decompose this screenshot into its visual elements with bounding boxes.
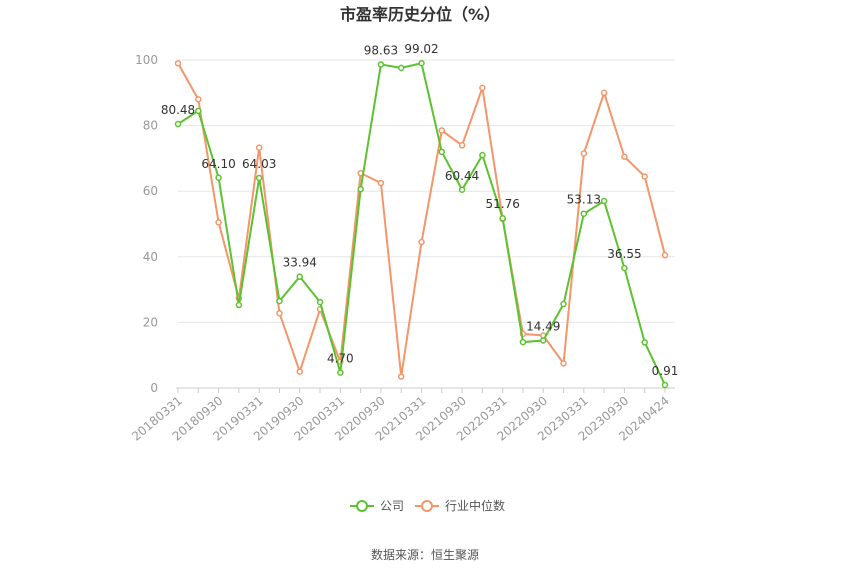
data-label: 0.91 — [652, 364, 679, 378]
data-point-company — [621, 264, 628, 272]
data-label: 60.44 — [445, 169, 479, 183]
data-point-company — [580, 210, 588, 217]
series-line-industry-median — [177, 62, 666, 378]
data-source-note: 数据来源：恒生聚源 — [371, 547, 479, 562]
data-point-company — [235, 301, 243, 309]
data-point-industry-median — [377, 179, 385, 187]
data-point-company — [641, 339, 648, 346]
data-point-company — [296, 273, 303, 280]
data-point-industry-median — [397, 373, 405, 380]
data-point-company — [418, 59, 425, 67]
data-point-industry-median — [296, 368, 303, 375]
data-point-company — [458, 186, 466, 194]
y-tick-label: 100 — [135, 53, 158, 67]
data-point-industry-median — [418, 238, 425, 246]
data-point-industry-median — [195, 96, 202, 103]
data-point-industry-median — [621, 153, 628, 161]
y-tick-label: 60 — [143, 184, 158, 198]
data-label: 98.63 — [364, 43, 398, 57]
data-point-industry-median — [458, 142, 466, 149]
data-point-company — [499, 214, 506, 222]
data-point-company — [377, 61, 385, 68]
data-point-industry-median — [641, 173, 648, 180]
legend-label: 行业中位数 — [445, 498, 505, 513]
y-tick-label: 0 — [150, 381, 158, 395]
data-point-company — [397, 64, 405, 72]
data-point-company — [337, 369, 344, 376]
data-point-company — [540, 337, 547, 344]
data-point-company — [438, 148, 446, 156]
data-label: 14.49 — [526, 319, 560, 333]
data-point-company — [560, 300, 567, 308]
data-point-company — [519, 338, 527, 346]
y-tick-label: 20 — [143, 315, 158, 329]
data-point-industry-median — [255, 144, 263, 151]
data-point-company — [276, 297, 283, 305]
data-point-company — [600, 197, 608, 205]
data-label: 4.70 — [327, 352, 354, 366]
data-point-company — [661, 381, 669, 389]
data-point-company — [316, 298, 324, 306]
legend-marker — [421, 500, 433, 512]
data-point-company — [195, 107, 202, 115]
data-label: 64.03 — [242, 157, 276, 171]
data-point-industry-median — [276, 309, 283, 317]
data-label: 51.76 — [485, 197, 519, 211]
data-label: 53.13 — [567, 193, 601, 207]
data-label: 99.02 — [404, 42, 438, 56]
data-label: 80.48 — [161, 103, 195, 117]
data-point-industry-median — [438, 127, 446, 134]
data-point-industry-median — [560, 360, 567, 367]
data-point-industry-median — [215, 219, 222, 226]
data-point-company — [174, 120, 182, 128]
data-point-industry-median — [580, 150, 588, 157]
chart-title: 市盈率历史分位（%） — [340, 5, 500, 24]
data-label: 64.10 — [201, 157, 235, 171]
series-line-company — [177, 62, 666, 386]
data-point-company — [215, 174, 222, 182]
y-tick-label: 40 — [143, 250, 158, 264]
data-point-industry-median — [600, 89, 608, 97]
legend-label: 公司 — [380, 499, 404, 513]
data-point-industry-median — [174, 60, 182, 67]
y-tick-label: 80 — [143, 119, 158, 133]
data-point-company — [479, 151, 486, 159]
data-point-industry-median — [661, 251, 669, 259]
data-label: 33.94 — [283, 256, 317, 270]
data-point-industry-median — [479, 84, 486, 92]
data-label: 36.55 — [607, 247, 641, 261]
data-point-company — [357, 185, 364, 193]
legend-marker — [356, 500, 368, 512]
data-point-company — [255, 174, 263, 182]
